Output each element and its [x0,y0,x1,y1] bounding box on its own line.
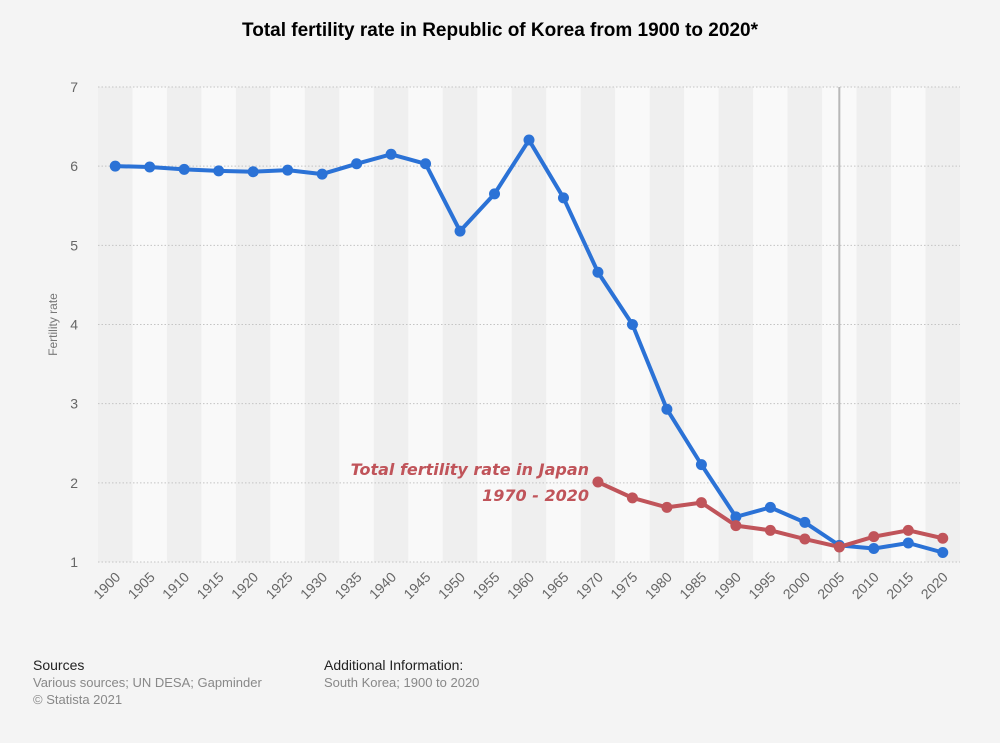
korea-data-point [695,459,707,471]
chart-title: Total fertility rate in Republic of Kore… [242,20,758,41]
copyright-line: © Statista 2021 [33,692,123,707]
korea-data-point [902,537,914,549]
x-tick-label: 2000 [780,569,813,602]
japan-data-point [937,532,949,544]
x-tick-label: 1900 [90,569,123,602]
korea-data-point [144,161,156,173]
korea-data-point [109,160,121,172]
japan-annotation-line-2: 1970 - 2020 [482,486,589,505]
korea-data-point [937,547,949,558]
x-tick-label: 1985 [676,569,709,602]
japan-data-point [592,476,604,488]
y-tick-label: 3 [70,396,78,412]
y-tick-label: 4 [70,317,78,333]
korea-data-point [489,188,501,200]
x-tick-label: 1925 [262,569,295,602]
japan-data-point [661,501,673,513]
japan-annotation-line-1: Total fertility rate in Japan [351,460,589,479]
korea-data-point [351,158,363,170]
y-tick-label: 5 [70,237,78,253]
korea-data-point [557,192,569,204]
x-tick-label: 1935 [331,569,364,602]
x-tick-label: 2015 [883,569,916,602]
korea-data-point [282,164,294,176]
x-tick-label: 2010 [849,569,882,602]
korea-data-point [247,166,259,178]
x-tick-label: 1980 [642,569,675,602]
y-tick-label: 1 [70,554,78,570]
korea-data-point [454,225,466,237]
x-tick-label: 1910 [159,569,192,602]
y-tick-label: 7 [70,79,78,95]
x-tick-label: 1970 [573,569,606,602]
japan-data-point [799,533,811,545]
korea-data-point [799,516,811,528]
japan-data-point [626,492,638,504]
x-tick-label: 1960 [504,569,537,602]
japan-data-point [902,524,914,536]
x-tick-label: 1945 [400,569,433,602]
korea-data-point [316,168,328,180]
japan-data-point [695,497,707,509]
sources-line: Various sources; UN DESA; Gapminder [33,675,262,690]
korea-data-point [592,266,604,278]
y-tick-label: 2 [70,475,78,491]
y-tick-label: 6 [70,158,78,174]
x-tick-label: 1965 [538,569,571,602]
korea-data-point [213,165,225,177]
x-tick-label: 1930 [297,569,330,602]
japan-data-point [833,541,845,553]
additional-info-block: Additional Information: South Korea; 190… [324,657,479,691]
y-axis-title: Fertility rate [46,293,60,356]
x-tick-label: 2020 [918,569,951,602]
column-band [442,87,478,562]
additional-info-title: Additional Information: [324,657,464,673]
sources-block: Sources Various sources; UN DESA; Gapmin… [33,657,262,708]
korea-data-point [626,319,638,330]
x-tick-label: 1975 [607,569,640,602]
japan-data-point [868,531,880,543]
x-tick-label: 1995 [745,569,778,602]
additional-info-line: South Korea; 1900 to 2020 [324,675,480,690]
x-tick-label: 1905 [124,569,157,602]
x-tick-label: 1990 [711,569,744,602]
x-tick-label: 1955 [469,569,502,602]
x-tick-label: 1950 [435,569,468,602]
sources-title: Sources [33,657,85,673]
korea-data-point [385,148,397,160]
x-tick-label: 1920 [228,569,261,602]
korea-data-point [523,134,535,146]
korea-data-point [420,158,432,170]
korea-data-point [661,403,673,415]
korea-data-point [764,501,776,513]
japan-data-point [764,524,776,536]
korea-data-point [730,511,742,523]
x-tick-label: 2005 [814,569,847,602]
korea-data-point [178,163,190,175]
x-tick-label: 1915 [193,569,226,602]
japan-data-point [730,520,742,532]
x-tick-label: 1940 [366,569,399,602]
korea-data-point [868,543,880,555]
